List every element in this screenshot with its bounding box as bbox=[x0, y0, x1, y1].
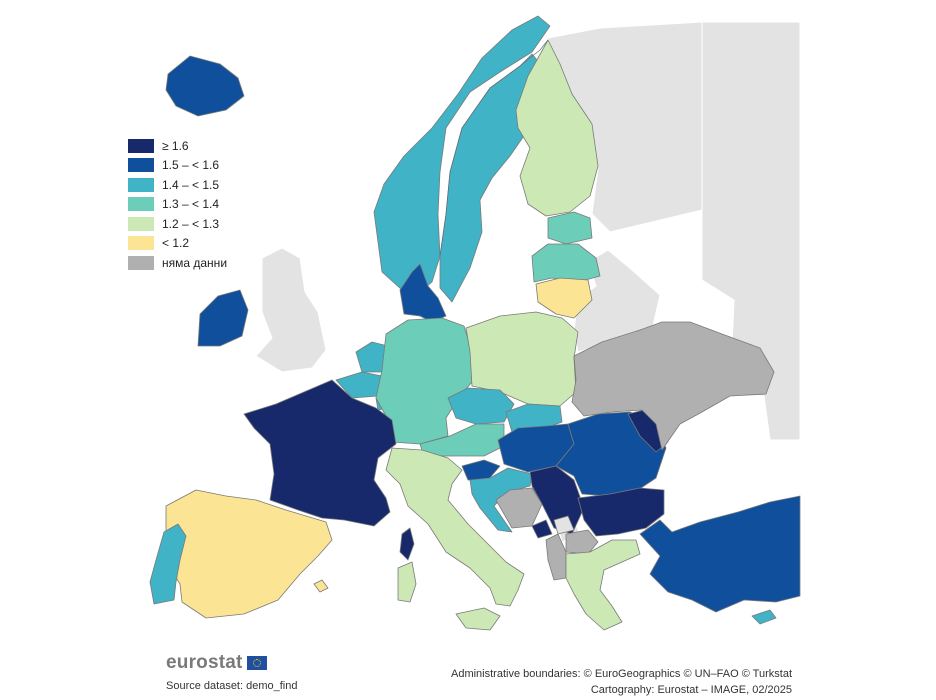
country-layer bbox=[149, 15, 801, 631]
ireland bbox=[197, 289, 249, 347]
legend-swatch bbox=[128, 236, 154, 251]
montenegro bbox=[531, 519, 553, 539]
legend-item: ≥ 1.6 bbox=[128, 136, 227, 156]
finland bbox=[515, 39, 599, 217]
legend-swatch bbox=[128, 138, 154, 153]
legend-label: 1.3 – < 1.4 bbox=[162, 197, 220, 212]
inner-borders bbox=[439, 39, 549, 257]
legend-item: 1.4 – < 1.5 bbox=[128, 175, 227, 195]
greece bbox=[565, 539, 641, 631]
legend: ≥ 1.6 1.5 – < 1.6 1.4 – < 1.5 1.3 – < 1.… bbox=[128, 136, 227, 273]
turkey bbox=[639, 495, 801, 613]
sweden-finland-border bbox=[519, 39, 549, 67]
logo-text: eurostat bbox=[166, 652, 243, 673]
legend-swatch bbox=[128, 158, 154, 173]
source-dataset: Source dataset: demo_find bbox=[166, 680, 298, 692]
italy bbox=[385, 447, 525, 607]
norway-sweden-border bbox=[439, 65, 521, 257]
legend-item: няма данни bbox=[128, 253, 227, 273]
sicily bbox=[455, 607, 501, 631]
legend-swatch bbox=[128, 197, 154, 212]
slovenia bbox=[461, 459, 501, 481]
germany bbox=[375, 317, 473, 445]
legend-item: 1.5 – < 1.6 bbox=[128, 156, 227, 176]
legend-label: 1.4 – < 1.5 bbox=[162, 177, 220, 192]
non-eu-land-layer bbox=[255, 21, 801, 543]
lithuania bbox=[535, 277, 593, 319]
legend-label: 1.2 – < 1.3 bbox=[162, 216, 220, 231]
legend-label: няма данни bbox=[162, 255, 228, 270]
eu-flag-icon bbox=[246, 656, 267, 670]
portugal bbox=[149, 523, 187, 605]
balearic-islands bbox=[313, 579, 329, 593]
legend-item: < 1.2 bbox=[128, 234, 227, 254]
legend-swatch bbox=[128, 216, 154, 231]
iceland bbox=[165, 55, 245, 117]
denmark bbox=[399, 263, 447, 323]
legend-label: 1.5 – < 1.6 bbox=[162, 158, 220, 173]
legend-item: 1.2 – < 1.3 bbox=[128, 214, 227, 234]
legend-swatch bbox=[128, 255, 154, 270]
sardinia bbox=[397, 561, 417, 603]
bulgaria bbox=[577, 487, 665, 537]
france bbox=[243, 379, 397, 527]
north-macedonia bbox=[565, 529, 599, 555]
credits: Administrative boundaries: © EuroGeograp… bbox=[451, 666, 792, 698]
credits-cartography: Cartography: Eurostat – IMAGE, 02/2025 bbox=[590, 684, 792, 696]
cyprus bbox=[751, 609, 777, 625]
legend-swatch bbox=[128, 177, 154, 192]
legend-label: ≥ 1.6 bbox=[162, 138, 189, 153]
latvia bbox=[531, 243, 601, 283]
uk bbox=[255, 247, 327, 373]
corsica bbox=[399, 527, 415, 561]
legend-label: < 1.2 bbox=[162, 236, 190, 251]
legend-item: 1.3 – < 1.4 bbox=[128, 195, 227, 215]
estonia bbox=[547, 211, 593, 245]
eurostat-logo: eurostat bbox=[166, 652, 267, 674]
credits-boundaries: Administrative boundaries: © EuroGeograp… bbox=[450, 668, 792, 680]
kosovo bbox=[553, 515, 575, 535]
ukraine bbox=[571, 321, 775, 451]
